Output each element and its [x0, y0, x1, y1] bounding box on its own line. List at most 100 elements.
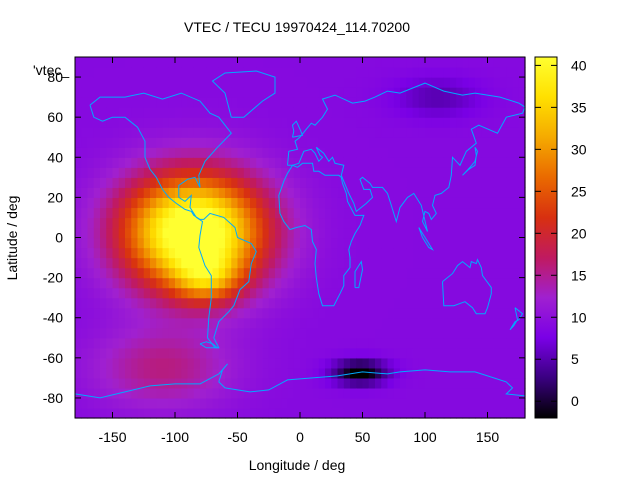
heatmap-cell [481, 267, 489, 279]
heatmap-cell [331, 357, 339, 369]
heatmap-cell [100, 407, 107, 419]
heatmap-cell [187, 247, 195, 259]
heatmap-cell [481, 337, 489, 349]
heatmap-cell [343, 267, 351, 279]
heatmap-cell [475, 147, 482, 158]
heatmap-cell [456, 77, 464, 88]
heatmap-cell [431, 217, 439, 229]
heatmap-cell [443, 357, 451, 369]
heatmap-cell [193, 57, 201, 68]
heatmap-cell [193, 387, 201, 399]
heatmap-cell [337, 67, 345, 78]
heatmap-cell [387, 147, 395, 158]
heatmap-cell [387, 167, 395, 178]
heatmap-cell [137, 297, 145, 309]
heatmap-cell [150, 367, 157, 379]
heatmap-cell [81, 407, 89, 419]
heatmap-cell [81, 267, 89, 279]
heatmap-cell [212, 407, 220, 419]
heatmap-cell [75, 67, 82, 78]
heatmap-cell [362, 357, 370, 369]
heatmap-cell [75, 217, 82, 229]
heatmap-cell [412, 407, 420, 419]
heatmap-cell [250, 397, 257, 409]
heatmap-cell [337, 117, 345, 128]
heatmap-cell [268, 87, 276, 98]
heatmap-cell [225, 327, 232, 339]
heatmap-cell [106, 337, 114, 349]
y-tick-label: -40 [43, 310, 63, 326]
heatmap-cell [250, 407, 257, 419]
heatmap-cell [418, 347, 426, 359]
heatmap-cell [137, 197, 145, 209]
heatmap-cell [262, 317, 270, 329]
heatmap-cell [187, 67, 195, 78]
heatmap-cell [143, 197, 151, 209]
heatmap-cell [418, 297, 426, 309]
heatmap-cell [456, 327, 464, 339]
heatmap-cell [187, 177, 195, 188]
heatmap-cell [268, 167, 276, 178]
heatmap-cell [487, 77, 495, 88]
heatmap-cell [256, 247, 264, 259]
heatmap-cell [387, 297, 395, 309]
heatmap-cell [125, 147, 132, 158]
heatmap-cell [387, 237, 395, 249]
heatmap-cell [468, 297, 476, 309]
heatmap-cell [381, 197, 389, 209]
heatmap-cell [287, 397, 295, 409]
heatmap-cell [150, 87, 157, 98]
heatmap-cell [225, 137, 232, 148]
heatmap-cell [268, 97, 276, 108]
heatmap-cell [443, 157, 451, 168]
heatmap-cell [450, 87, 457, 98]
heatmap-cell [206, 397, 214, 409]
heatmap-cell [362, 397, 370, 409]
heatmap-cell [400, 357, 407, 369]
heatmap-cell [287, 287, 295, 299]
heatmap-cell [468, 97, 476, 108]
heatmap-cell [168, 277, 176, 289]
heatmap-cell [206, 157, 214, 168]
heatmap-cell [93, 107, 101, 118]
heatmap-cell [362, 257, 370, 269]
heatmap-cell [331, 87, 339, 98]
heatmap-cell [262, 117, 270, 128]
heatmap-cell [281, 277, 289, 289]
heatmap-cell [175, 147, 182, 158]
heatmap-cell [275, 387, 282, 399]
heatmap-cell [481, 327, 489, 339]
heatmap-cell [256, 137, 264, 148]
heatmap-cell [100, 317, 107, 329]
heatmap-cell [500, 307, 507, 319]
heatmap-cell [337, 87, 345, 98]
heatmap-cell [406, 137, 414, 148]
heatmap-cell [231, 247, 239, 259]
heatmap-cell [81, 297, 89, 309]
heatmap-cell [337, 367, 345, 379]
heatmap-cell [406, 207, 414, 219]
heatmap-cell [200, 147, 207, 158]
heatmap-cell [243, 297, 251, 309]
heatmap-cell [431, 57, 439, 68]
heatmap-cell [231, 197, 239, 209]
heatmap-cell [381, 247, 389, 259]
heatmap-cell [262, 257, 270, 269]
heatmap-cell [168, 107, 176, 118]
heatmap-cell [168, 157, 176, 168]
heatmap-cell [268, 397, 276, 409]
heatmap-cell [243, 357, 251, 369]
heatmap-cell [118, 307, 126, 319]
heatmap-cell [350, 117, 357, 128]
heatmap-cell [118, 217, 126, 229]
heatmap-cell [150, 387, 157, 399]
heatmap-cell [462, 307, 470, 319]
heatmap-cell [412, 77, 420, 88]
heatmap-cell [150, 157, 157, 168]
heatmap-cell [281, 337, 289, 349]
heatmap-cell [112, 67, 120, 78]
heatmap-cell [468, 307, 476, 319]
heatmap-cell [131, 367, 139, 379]
heatmap-cell [456, 217, 464, 229]
heatmap-cell [106, 177, 114, 188]
